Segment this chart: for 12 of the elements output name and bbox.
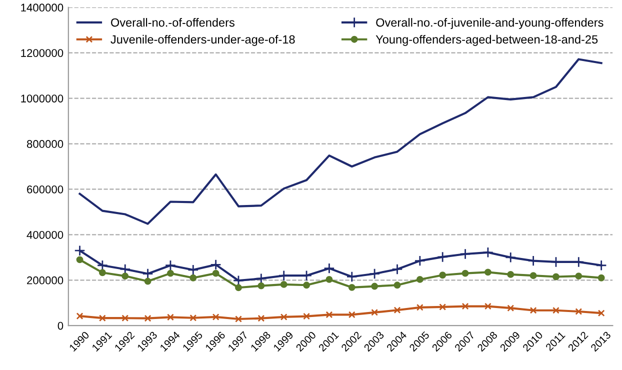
y-tick-label: 1200000 <box>21 49 64 57</box>
legend-label: Young-offenders-aged-between-18-and-25 <box>376 34 598 46</box>
y-tick-label: 400000 <box>26 230 64 239</box>
legend-label: Overall-no.-of-juvenile-and-young-offenders <box>376 18 604 30</box>
y-tick-label: 1400000 <box>21 4 64 12</box>
legend-label: Overall-no.-of-offenders <box>111 18 234 27</box>
y-tick-label: 200000 <box>27 276 64 284</box>
y-tick-label: 800000 <box>26 140 64 148</box>
y-tick-label: 600000 <box>27 185 64 194</box>
y-tick-label: 1000000 <box>21 94 64 102</box>
y-tick-label: 0 <box>58 322 64 330</box>
legend-label: Juvenile-offenders-under-age-of-18 <box>110 34 295 46</box>
